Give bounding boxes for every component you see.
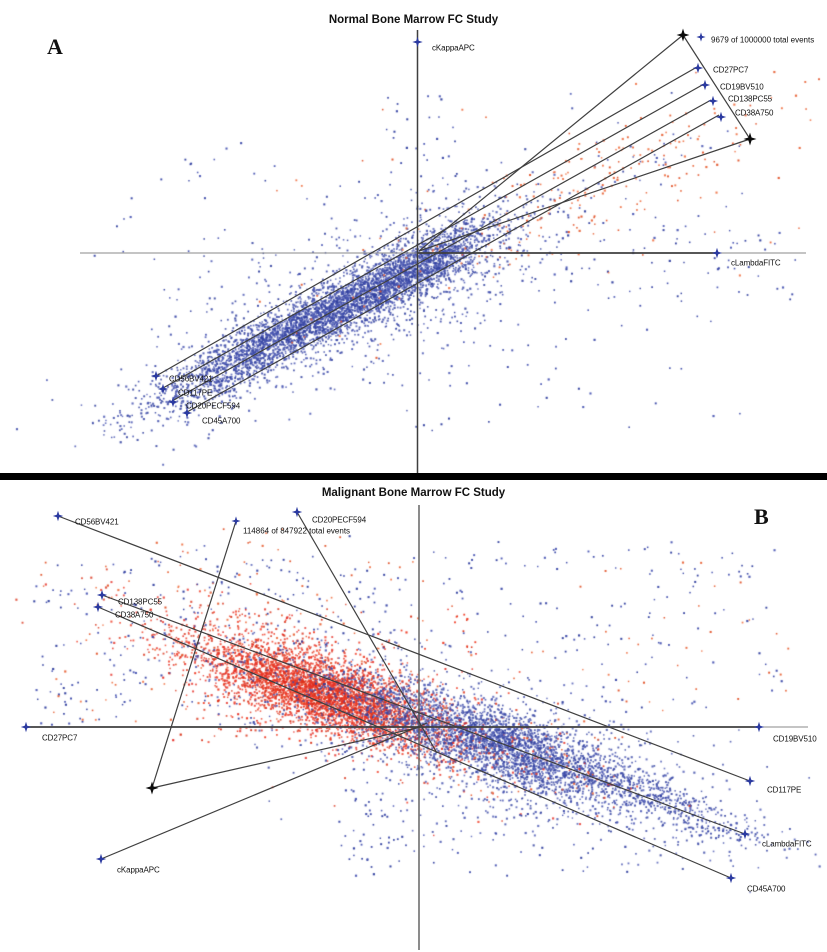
panel_b-axis-line: [57, 515, 751, 782]
axis-marker-CD27PC7: [20, 721, 32, 733]
panel_a-axis-line: [186, 114, 720, 413]
marker-label-cKappaAPC: cKappaAPC: [432, 43, 475, 53]
axis-marker-CD117PE: [744, 775, 756, 787]
axis-marker-CD19BV510: [699, 79, 711, 91]
marker-label-CD117PE: CD117PE: [767, 785, 802, 795]
panel_a-axis-line: [418, 138, 751, 252]
axis-marker-CD56BV421: [150, 370, 162, 382]
marker-label-CD19BV510: CD19BV510: [773, 734, 817, 744]
marker-label-CD19BV510: CD19BV510: [720, 82, 764, 92]
panel_b-gate-handle: [145, 781, 159, 795]
marker-label-CD45A700: CD45A700: [202, 416, 241, 426]
panel_b-axis-line: [97, 606, 732, 879]
axis-marker-cKappaAPC: [412, 36, 423, 48]
event-count-annotation-b: 114864 of 847922 total events: [243, 526, 351, 536]
marker-label-CD20PECF594: CD20PECF594: [186, 401, 241, 411]
marker-label-CD27PC7: CD27PC7: [713, 65, 749, 75]
axis-marker-CD56BV421: [52, 510, 64, 522]
marker-label-CD117PE: CD117PE: [178, 388, 213, 398]
axis-marker-cLambdaFITC: [711, 247, 723, 259]
marker-label-CD20PECF594: CD20PECF594: [312, 515, 367, 525]
event-count-annotation-a: 9679 of 1000000 total events: [711, 35, 815, 45]
panel_b-axis-line: [151, 726, 422, 789]
panel-a-title: Normal Bone Marrow FC Study: [328, 14, 499, 26]
axis-marker-CD45A700: [725, 872, 737, 884]
axis-marker-CD138PC55: [707, 95, 719, 107]
axis-marker-CD38A750: [715, 111, 727, 123]
panel_a-gate-handle: [743, 132, 757, 146]
marker-label-CD38A750: CD38A750: [735, 108, 774, 118]
marker-label-CD138PC55: CD138PC55: [118, 597, 163, 607]
panel_a-axis-line: [682, 34, 751, 140]
panel_a-axis-line: [162, 83, 705, 389]
axis-marker-CD27PC7: [692, 62, 704, 74]
marker-label-cLambdaFITC: cLambdaFITC: [731, 258, 781, 268]
marker-label-cKappaAPC: cKappaAPC: [117, 865, 160, 875]
panel_a-axis-line: [155, 66, 698, 377]
panel_b-axis-line: [296, 511, 438, 754]
marker-label-CD27PC7: CD27PC7: [42, 733, 78, 743]
panel_b-axis-line: [101, 594, 746, 835]
panel-a-letter: A: [47, 34, 63, 59]
axis-marker-CD117PE: [157, 383, 169, 395]
marker-label-CD38A750: CD38A750: [115, 610, 154, 620]
panel_a-event-marker: [696, 32, 706, 42]
panel_a-axis-line: [171, 99, 712, 402]
panel_b-axis-line: [100, 722, 428, 860]
marker-label-cLambdaFITC: cLambdaFITC: [762, 839, 812, 849]
axis-marker-CD38A750: [92, 601, 104, 613]
axis-marker-CD19BV510: [753, 721, 765, 733]
panel_a-axis-line: [418, 34, 684, 252]
axis-marker-cKappaAPC: [95, 853, 107, 865]
axis-marker-cLambdaFITC: [739, 828, 751, 840]
panel_b-axis-line: [151, 520, 237, 789]
axis-marker-CD45A700: [181, 407, 193, 419]
panel-divider: [0, 473, 827, 480]
axis-marker-CD20PECF594: [291, 506, 303, 518]
panel-b-letter: B: [754, 504, 769, 529]
axis-marker-CD20PECF594: [167, 396, 179, 408]
marker-label-CD138PC55: CD138PC55: [728, 94, 773, 104]
axis-marker-CD138PC55: [96, 589, 108, 601]
panel_a-gate-handle: [676, 28, 690, 42]
marker-label-CD45A700: CD45A700: [747, 884, 786, 894]
panel_b-event-marker: [231, 516, 241, 526]
panel-b-title: Malignant Bone Marrow FC Study: [321, 487, 506, 499]
marker-label-CD56BV421: CD56BV421: [169, 374, 213, 384]
marker-label-CD56BV421: CD56BV421: [75, 517, 119, 527]
